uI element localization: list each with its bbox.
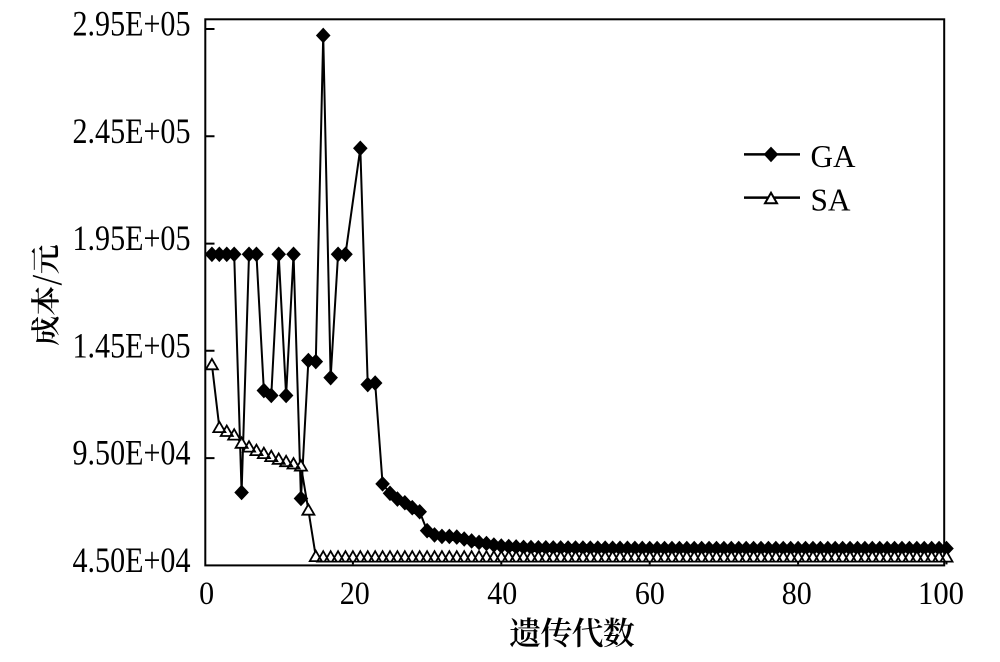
svg-text:4.50E+04: 4.50E+04 — [73, 540, 191, 580]
svg-text:9.50E+04: 9.50E+04 — [73, 433, 191, 473]
svg-text:80: 80 — [782, 576, 812, 612]
svg-text:40: 40 — [487, 576, 517, 612]
svg-text:0: 0 — [199, 576, 214, 612]
svg-text:GA: GA — [811, 138, 856, 174]
svg-text:SA: SA — [811, 181, 851, 217]
svg-text:1.45E+05: 1.45E+05 — [73, 325, 191, 365]
svg-text:2.95E+05: 2.95E+05 — [73, 4, 191, 44]
svg-text:20: 20 — [340, 576, 370, 612]
svg-text:2.45E+05: 2.45E+05 — [73, 111, 191, 151]
svg-text:100: 100 — [918, 576, 964, 612]
svg-text:1.95E+05: 1.95E+05 — [73, 218, 191, 258]
svg-text:60: 60 — [635, 576, 665, 612]
